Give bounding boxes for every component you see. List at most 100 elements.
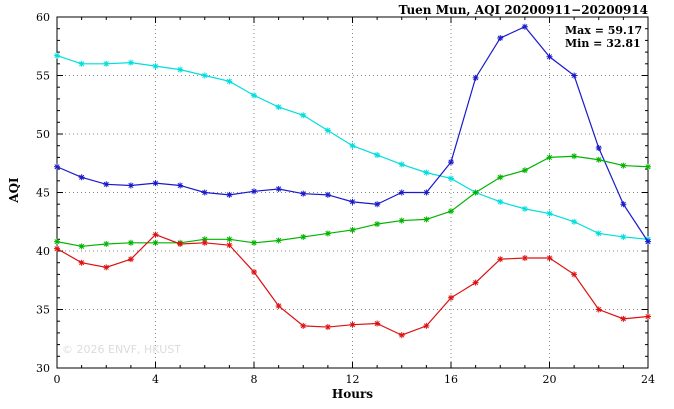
x-tick-label: 4	[152, 373, 159, 386]
green-series-marker	[324, 230, 331, 237]
cyan-series-marker	[177, 66, 184, 73]
cyan-series-marker	[324, 127, 331, 134]
blue-series-marker	[127, 182, 134, 189]
green-series-marker	[645, 163, 651, 170]
cyan-series-marker	[497, 198, 504, 205]
green-series-marker	[78, 243, 85, 250]
red-series-marker	[226, 242, 233, 249]
blue-series-marker	[300, 190, 307, 197]
red-series-marker	[448, 294, 454, 301]
green-series-marker	[300, 233, 307, 240]
green-series-marker	[546, 154, 553, 161]
blue-series-marker	[54, 163, 60, 170]
y-tick-label: 50	[36, 128, 50, 141]
cyan-series-marker	[201, 72, 208, 79]
red-series-marker	[177, 240, 184, 247]
max-annotation: Max = 59.17	[565, 24, 643, 37]
blue-series-marker	[546, 53, 553, 60]
y-tick-label: 40	[36, 245, 50, 258]
green-series-marker	[127, 239, 134, 246]
green-series-marker	[595, 156, 602, 163]
blue-series-marker	[423, 189, 430, 196]
green-series-marker	[103, 240, 110, 247]
watermark: © 2026 ENVF, HKUST	[62, 343, 181, 356]
cyan-series-marker	[103, 60, 110, 67]
red-series-marker	[127, 256, 134, 263]
blue-series-marker	[251, 188, 257, 195]
x-axis-label: Hours	[331, 387, 374, 401]
green-series-marker	[472, 189, 479, 196]
blue-series-marker	[472, 74, 479, 81]
green-series-marker	[571, 153, 578, 160]
cyan-series-marker	[423, 169, 430, 176]
red-series-marker	[497, 256, 504, 263]
blue-series-marker	[201, 189, 208, 196]
red-series-marker	[571, 271, 578, 278]
cyan-series-marker	[152, 63, 159, 70]
cyan-series-marker	[226, 78, 233, 85]
x-tick-label: 8	[251, 373, 258, 386]
green-series-marker	[152, 239, 159, 246]
blue-series-marker	[226, 191, 233, 198]
chart-title: Tuen Mun, AQI 20200911−20200914	[398, 3, 648, 17]
green-series-marker	[620, 162, 627, 169]
y-tick-label: 55	[36, 70, 50, 83]
red-series-marker	[645, 313, 651, 320]
blue-series-marker	[152, 180, 159, 187]
red-series-marker	[349, 321, 356, 328]
y-tick-label: 30	[36, 362, 50, 375]
red-series-marker	[300, 322, 307, 329]
y-axis-label: AQI	[7, 177, 21, 203]
blue-series-marker	[275, 185, 282, 192]
green-series-marker	[275, 237, 282, 244]
blue-series-marker	[177, 182, 184, 189]
red-series-marker	[152, 231, 159, 238]
x-tick-label: 20	[543, 373, 557, 386]
cyan-series-marker	[595, 230, 602, 237]
blue-series-marker	[324, 191, 331, 198]
green-series-marker	[497, 174, 504, 181]
cyan-series-marker	[546, 210, 553, 217]
red-series-marker	[324, 324, 331, 331]
green-series-marker	[398, 217, 405, 224]
cyan-series-marker	[54, 52, 60, 59]
min-annotation: Min = 32.81	[565, 37, 641, 50]
green-series-marker	[251, 239, 257, 246]
cyan-series-marker	[398, 161, 405, 168]
blue-series-marker	[645, 238, 651, 245]
red-series-marker	[78, 259, 85, 266]
cyan-series-marker	[127, 59, 134, 66]
green-series-marker	[423, 216, 430, 223]
red-series-marker	[620, 315, 627, 322]
x-tick-label: 16	[444, 373, 458, 386]
green-series-marker	[374, 221, 381, 228]
red-series-marker	[201, 239, 208, 246]
green-series-marker	[226, 236, 233, 243]
blue-series-marker	[521, 23, 528, 30]
cyan-series-marker	[349, 142, 356, 149]
blue-series-marker	[78, 174, 85, 181]
green-series-marker	[201, 236, 208, 243]
green-series-marker	[448, 208, 454, 215]
cyan-series-marker	[300, 112, 307, 119]
plot-frame	[56, 16, 649, 369]
blue-series-marker	[595, 145, 602, 152]
red-series-marker	[103, 264, 110, 271]
cyan-series-marker	[275, 104, 282, 111]
blue-series-marker	[349, 198, 356, 205]
green-series-marker	[349, 226, 356, 233]
cyan-series-marker	[620, 233, 627, 240]
x-tick-label: 24	[641, 373, 655, 386]
red-series-marker	[275, 302, 282, 309]
blue-series-marker	[571, 72, 578, 79]
red-series-marker	[472, 279, 479, 286]
cyan-series-marker	[251, 92, 257, 99]
x-tick-label: 0	[54, 373, 61, 386]
cyan-series-marker	[448, 175, 454, 182]
green-series-marker	[54, 238, 60, 245]
x-tick-label: 12	[346, 373, 360, 386]
red-series-marker	[54, 245, 60, 252]
blue-series-marker	[374, 201, 381, 208]
